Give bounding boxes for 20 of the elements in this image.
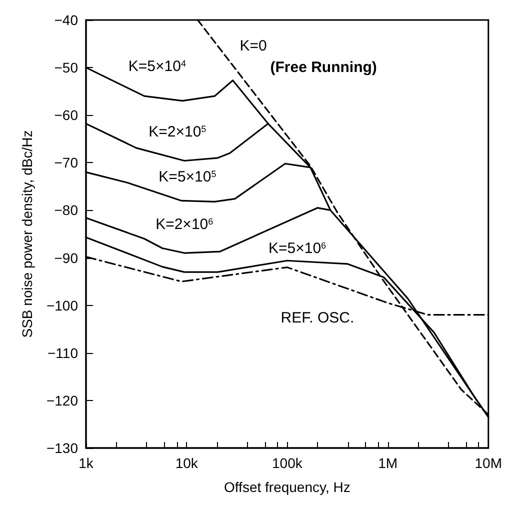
y-tick-label: −50 <box>54 60 78 76</box>
y-axis-title: SSB noise power density, dBc/Hz <box>19 130 35 338</box>
x-tick-label: 1M <box>378 455 398 471</box>
y-tick-label: −120 <box>46 392 78 408</box>
annotation: (Free Running) <box>270 59 377 76</box>
y-tick-label: −90 <box>54 250 78 266</box>
series-label: K=0 <box>240 38 267 55</box>
y-tick-label: −80 <box>54 202 78 218</box>
y-tick-label: −110 <box>48 344 78 361</box>
x-tick-label: 1k <box>78 455 94 471</box>
y-tick-label: −40 <box>54 12 78 28</box>
y-tick-label: −70 <box>54 154 78 171</box>
x-tick-label: 100k <box>272 455 304 471</box>
x-tick-label: 10k <box>175 455 199 471</box>
y-tick-label: −60 <box>54 107 78 124</box>
x-axis-title: Offset frequency, Hz <box>224 479 350 495</box>
y-tick-label: −130 <box>46 440 78 456</box>
x-tick-label: 10M <box>474 455 502 471</box>
y-tick-label: −100 <box>46 297 78 314</box>
series-label: REF. OSC. <box>280 310 354 327</box>
